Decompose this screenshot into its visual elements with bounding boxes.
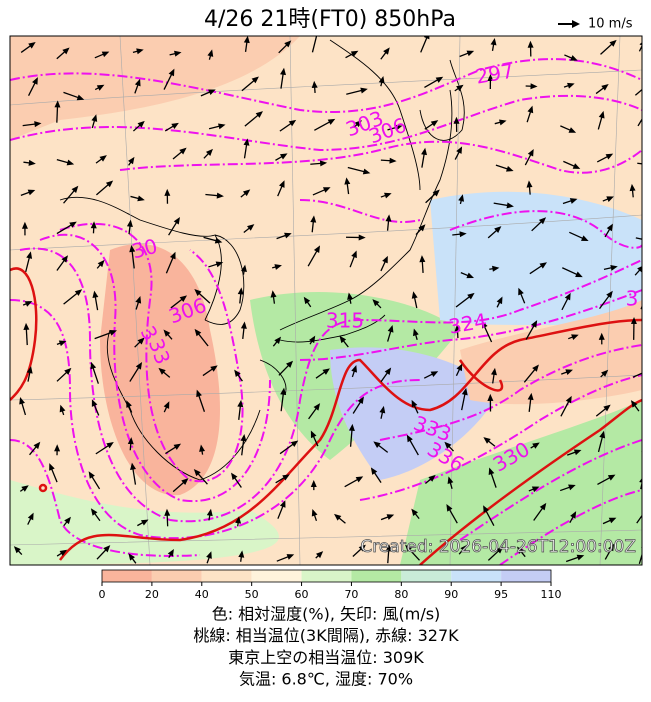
contour-label: 315 (326, 309, 364, 333)
colorbar-tick-label: 70 (344, 588, 358, 601)
wind-scale-label: 10 m/s (588, 17, 633, 32)
colorbar: 0 20 40 50 60 70 80 90 95 110 (99, 570, 562, 601)
wind-arrow-head (642, 506, 648, 513)
created-stamp: Created: 2026-04-26T12:00:00Z (360, 537, 636, 557)
colorbar-segment (501, 570, 551, 582)
colorbar-tick-label: 60 (295, 588, 309, 601)
colorbar-tick-label: 50 (245, 588, 259, 601)
colorbar-segment (451, 570, 501, 582)
colorbar-segment (202, 570, 252, 582)
colorbar-segment (152, 570, 202, 582)
caption-line: 気温: 6.8℃, 湿度: 70% (239, 670, 413, 689)
scale-arrow-head (572, 20, 580, 28)
caption-line: 色: 相対湿度(%), 矢印: 風(m/s) (212, 605, 441, 624)
contour-label: 3 (626, 287, 639, 311)
colorbar-tick-label: 95 (494, 588, 508, 601)
caption-line: 東京上空の相当温位: 309K (228, 648, 424, 667)
colorbar-tick-label: 40 (195, 588, 209, 601)
colorbar-segment (252, 570, 302, 582)
wind-arrow-head (644, 369, 651, 375)
colorbar-segment (351, 570, 401, 582)
colorbar-tick-label: 20 (145, 588, 159, 601)
caption-line: 桃線: 相当温位(3K間隔), 赤線: 327K (193, 626, 459, 645)
humidity-area (430, 192, 642, 330)
colorbar-tick-label: 0 (99, 588, 106, 601)
colorbar-segment (302, 570, 352, 582)
wind-arrow (642, 447, 651, 451)
caption: 色: 相対湿度(%), 矢印: 風(m/s) 桃線: 相当温位(3K間隔), 赤線… (193, 605, 459, 689)
colorbar-tick-label: 110 (541, 588, 562, 601)
colorbar-segment (401, 570, 451, 582)
title: 4/26 21時(FT0) 850hPa (204, 7, 456, 32)
colorbar-tick-label: 80 (394, 588, 408, 601)
colorbar-segment (102, 570, 152, 582)
wind-arrow-head (644, 237, 651, 243)
colorbar-tick-label: 90 (444, 588, 458, 601)
wind-arrow-head (644, 107, 650, 115)
wind-arrow-head (644, 82, 651, 89)
wind-arrow-head (643, 290, 649, 298)
